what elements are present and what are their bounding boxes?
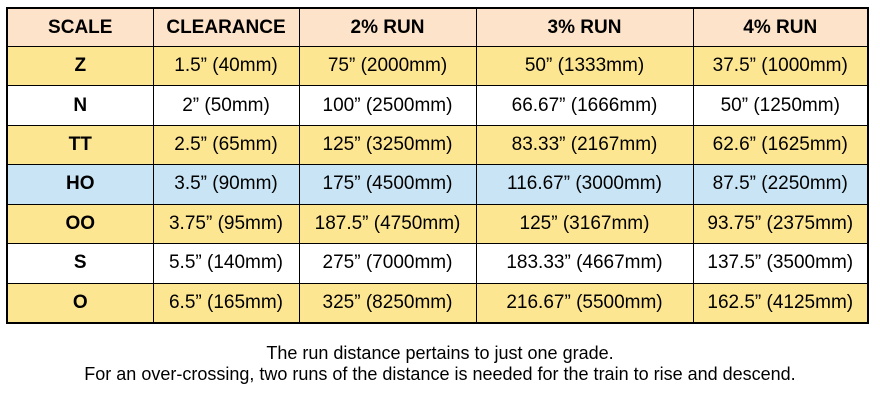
run-4-percent-cell: 50” (1250mm): [692, 85, 869, 126]
run-3-percent-cell: 83.33” (2167mm): [475, 124, 694, 166]
run-3-percent-cell: 216.67” (5500mm): [475, 282, 694, 324]
scale-cell: HO: [6, 164, 154, 205]
table-row: OO 3.75” (95mm) 187.5” (4750mm) 125” (31…: [6, 203, 869, 245]
caption-line-1: The run distance pertains to just one gr…: [266, 343, 614, 363]
run-2-percent-cell: 187.5” (4750mm): [298, 203, 477, 245]
run-4-percent-cell: 162.5” (4125mm): [692, 282, 869, 324]
scale-cell: N: [6, 85, 154, 126]
clearance-cell: 1.5” (40mm): [152, 45, 300, 87]
header-2-percent-run: 2% RUN: [298, 7, 477, 47]
caption-line-2: For an over-crossing, two runs of the di…: [84, 364, 796, 384]
run-4-percent-cell: 137.5” (3500mm): [692, 243, 869, 284]
run-3-percent-cell: 50” (1333mm): [475, 45, 694, 87]
run-4-percent-cell: 62.6” (1625mm): [692, 124, 869, 166]
clearance-cell: 3.75” (95mm): [152, 203, 300, 245]
run-3-percent-cell: 125” (3167mm): [475, 203, 694, 245]
scale-cell: Z: [6, 45, 154, 87]
run-2-percent-cell: 325” (8250mm): [298, 282, 477, 324]
clearance-cell: 5.5” (140mm): [152, 243, 300, 284]
run-2-percent-cell: 75” (2000mm): [298, 45, 477, 87]
run-3-percent-cell: 116.67” (3000mm): [475, 164, 694, 205]
run-3-percent-cell: 183.33” (4667mm): [475, 243, 694, 284]
table-row: HO 3.5” (90mm) 175” (4500mm) 116.67” (30…: [6, 164, 869, 205]
run-4-percent-cell: 87.5” (2250mm): [692, 164, 869, 205]
table-caption: The run distance pertains to just one gr…: [0, 343, 880, 385]
table-row: TT 2.5” (65mm) 125” (3250mm) 83.33” (216…: [6, 124, 869, 166]
clearance-cell: 3.5” (90mm): [152, 164, 300, 205]
header-3-percent-run: 3% RUN: [475, 7, 694, 47]
header-row: SCALE CLEARANCE 2% RUN 3% RUN 4% RUN: [6, 7, 869, 47]
header-4-percent-run: 4% RUN: [692, 7, 869, 47]
grade-run-table: SCALE CLEARANCE 2% RUN 3% RUN 4% RUN Z 1…: [6, 7, 869, 324]
clearance-cell: 2” (50mm): [152, 85, 300, 126]
run-2-percent-cell: 100” (2500mm): [298, 85, 477, 126]
run-2-percent-cell: 275” (7000mm): [298, 243, 477, 284]
run-2-percent-cell: 125” (3250mm): [298, 124, 477, 166]
header-clearance: CLEARANCE: [152, 7, 300, 47]
table-row: S 5.5” (140mm) 275” (7000mm) 183.33” (46…: [6, 243, 869, 284]
run-2-percent-cell: 175” (4500mm): [298, 164, 477, 205]
scale-cell: S: [6, 243, 154, 284]
table-row: Z 1.5” (40mm) 75” (2000mm) 50” (1333mm) …: [6, 45, 869, 87]
run-3-percent-cell: 66.67” (1666mm): [475, 85, 694, 126]
run-4-percent-cell: 93.75” (2375mm): [692, 203, 869, 245]
table-row: O 6.5” (165mm) 325” (8250mm) 216.67” (55…: [6, 282, 869, 324]
scale-cell: O: [6, 282, 154, 324]
scale-cell: TT: [6, 124, 154, 166]
table-row: N 2” (50mm) 100” (2500mm) 66.67” (1666mm…: [6, 85, 869, 126]
run-4-percent-cell: 37.5” (1000mm): [692, 45, 869, 87]
header-scale: SCALE: [6, 7, 154, 47]
clearance-cell: 6.5” (165mm): [152, 282, 300, 324]
scale-cell: OO: [6, 203, 154, 245]
clearance-cell: 2.5” (65mm): [152, 124, 300, 166]
